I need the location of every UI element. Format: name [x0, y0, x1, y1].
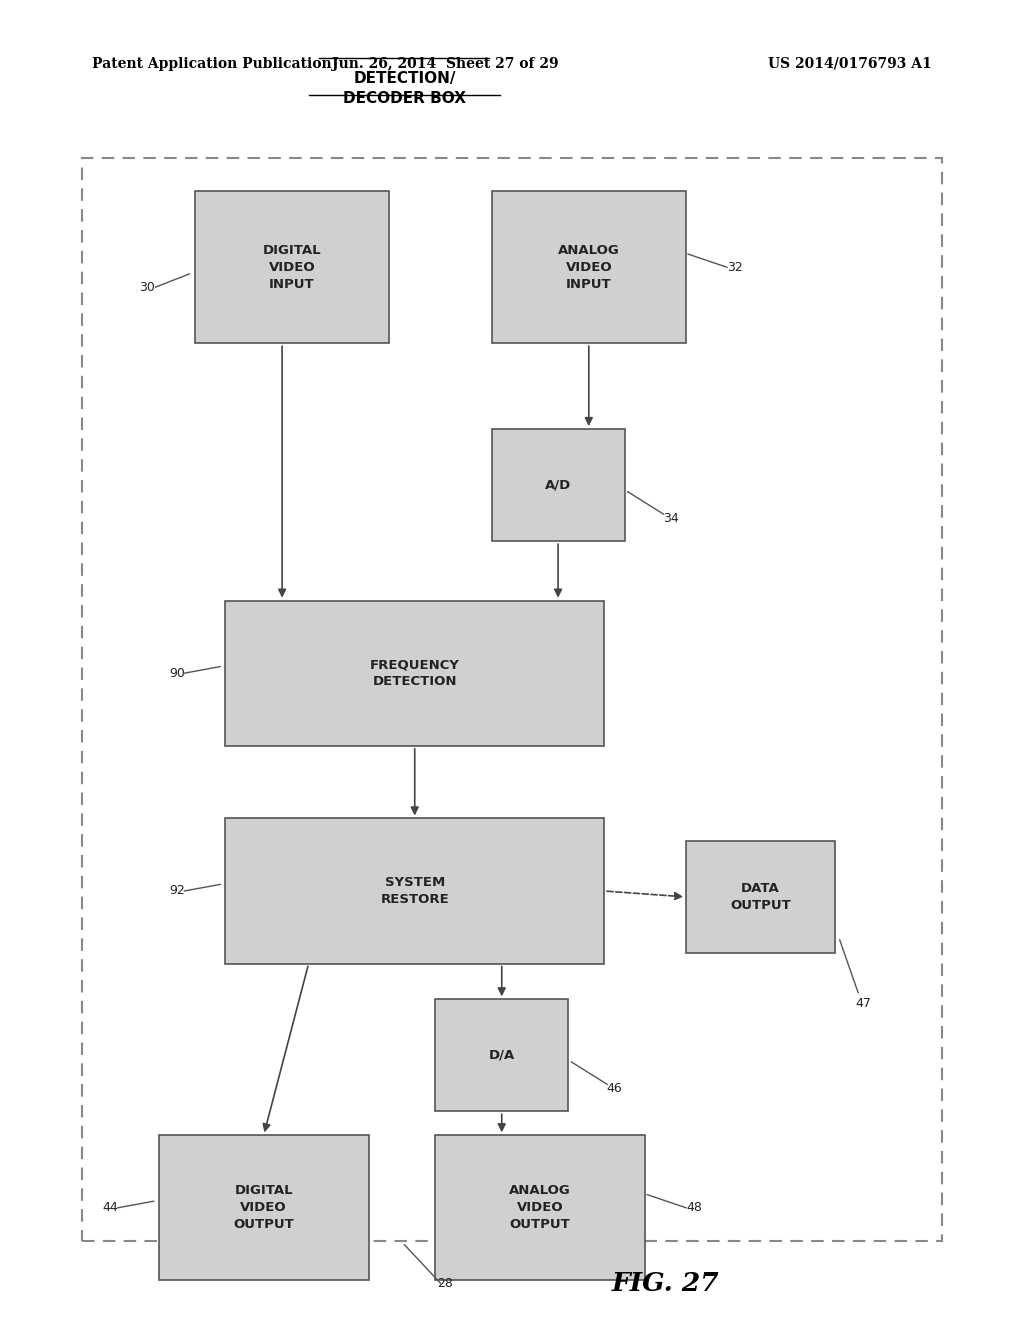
Text: 28: 28: [437, 1276, 454, 1290]
Text: 46: 46: [606, 1082, 623, 1094]
FancyBboxPatch shape: [225, 818, 604, 964]
Text: 48: 48: [686, 1201, 702, 1214]
Text: 44: 44: [102, 1201, 119, 1214]
Text: 32: 32: [727, 261, 743, 273]
Text: DATA
OUTPUT: DATA OUTPUT: [730, 882, 791, 912]
FancyBboxPatch shape: [686, 841, 835, 953]
Text: DIGITAL
VIDEO
OUTPUT: DIGITAL VIDEO OUTPUT: [233, 1184, 294, 1232]
FancyBboxPatch shape: [492, 191, 686, 343]
FancyBboxPatch shape: [159, 1135, 369, 1280]
Text: A/D: A/D: [545, 479, 571, 491]
Text: 47: 47: [855, 997, 871, 1010]
FancyBboxPatch shape: [195, 191, 389, 343]
Text: DETECTION/
DECODER BOX: DETECTION/ DECODER BOX: [343, 71, 466, 106]
Text: US 2014/0176793 A1: US 2014/0176793 A1: [768, 57, 932, 71]
Text: ANALOG
VIDEO
OUTPUT: ANALOG VIDEO OUTPUT: [509, 1184, 571, 1232]
Text: 34: 34: [663, 512, 679, 524]
Text: ANALOG
VIDEO
INPUT: ANALOG VIDEO INPUT: [558, 244, 620, 290]
FancyBboxPatch shape: [225, 601, 604, 746]
Text: SYSTEM
RESTORE: SYSTEM RESTORE: [380, 876, 450, 906]
Text: Jun. 26, 2014  Sheet 27 of 29: Jun. 26, 2014 Sheet 27 of 29: [332, 57, 559, 71]
Text: FIG. 27: FIG. 27: [611, 1271, 720, 1295]
Text: 92: 92: [169, 884, 185, 898]
Text: FREQUENCY
DETECTION: FREQUENCY DETECTION: [370, 659, 460, 688]
FancyBboxPatch shape: [435, 1135, 645, 1280]
Text: Patent Application Publication: Patent Application Publication: [92, 57, 332, 71]
Text: DIGITAL
VIDEO
INPUT: DIGITAL VIDEO INPUT: [262, 244, 322, 290]
FancyBboxPatch shape: [435, 999, 568, 1111]
Text: 90: 90: [169, 667, 185, 680]
Text: D/A: D/A: [488, 1049, 515, 1061]
FancyBboxPatch shape: [492, 429, 625, 541]
Text: 30: 30: [139, 281, 156, 293]
